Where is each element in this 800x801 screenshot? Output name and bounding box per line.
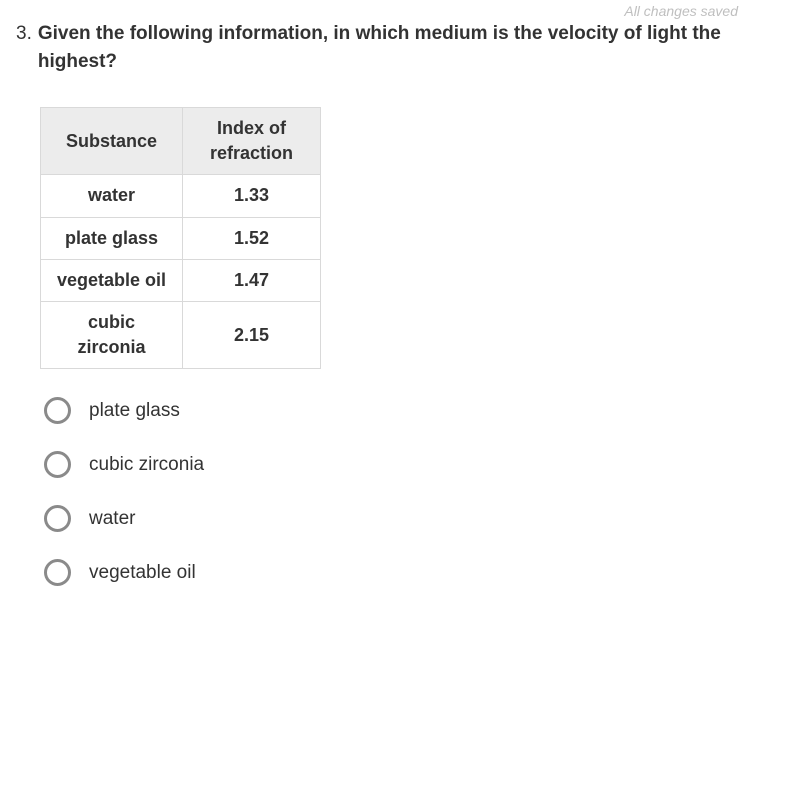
question-container: 3. Given the following information, in w… xyxy=(0,0,800,586)
cell-index: 1.33 xyxy=(183,175,321,217)
question-prompt: 3. Given the following information, in w… xyxy=(16,20,772,75)
option-label: water xyxy=(89,508,135,530)
table-header-row: Substance Index of refraction xyxy=(41,108,321,175)
column-header-index: Index of refraction xyxy=(183,108,321,175)
cell-substance: vegetable oil xyxy=(41,259,183,301)
data-table-wrap: Substance Index of refraction water 1.33… xyxy=(40,107,772,369)
option-label: vegetable oil xyxy=(89,562,196,584)
radio-icon xyxy=(44,559,71,586)
cell-index: 1.52 xyxy=(183,217,321,259)
answer-options: plate glass cubic zirconia water vegetab… xyxy=(44,397,772,586)
option-vegetable-oil[interactable]: vegetable oil xyxy=(44,559,772,586)
column-header-substance: Substance xyxy=(41,108,183,175)
table-row: water 1.33 xyxy=(41,175,321,217)
radio-icon xyxy=(44,505,71,532)
cell-substance: cubic zirconia xyxy=(41,302,183,369)
radio-icon xyxy=(44,397,71,424)
option-label: plate glass xyxy=(89,400,180,422)
table-row: cubic zirconia 2.15 xyxy=(41,302,321,369)
question-number: 3. xyxy=(16,20,32,48)
option-plate-glass[interactable]: plate glass xyxy=(44,397,772,424)
cell-index: 2.15 xyxy=(183,302,321,369)
cell-substance: water xyxy=(41,175,183,217)
radio-icon xyxy=(44,451,71,478)
table-row: plate glass 1.52 xyxy=(41,217,321,259)
question-text: Given the following information, in whic… xyxy=(38,20,772,75)
table-row: vegetable oil 1.47 xyxy=(41,259,321,301)
option-label: cubic zirconia xyxy=(89,454,204,476)
autosave-status: All changes saved xyxy=(624,3,738,19)
refraction-table: Substance Index of refraction water 1.33… xyxy=(40,107,321,369)
option-water[interactable]: water xyxy=(44,505,772,532)
option-cubic-zirconia[interactable]: cubic zirconia xyxy=(44,451,772,478)
cell-substance: plate glass xyxy=(41,217,183,259)
cell-index: 1.47 xyxy=(183,259,321,301)
